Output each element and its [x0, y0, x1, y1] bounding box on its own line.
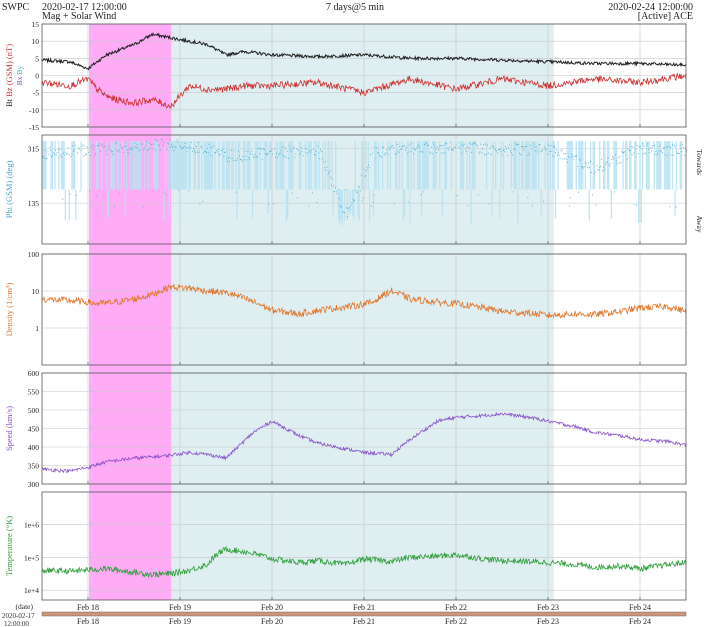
ylabel-speed: Speed (km/s) [4, 406, 14, 451]
shaded-region-2 [171, 24, 554, 600]
date-label: (date) [16, 602, 34, 611]
xtick-label-bottom-2: Feb 20 [261, 617, 283, 626]
ytick-label-density-1: 10 [32, 287, 40, 296]
shaded-region-1 [88, 24, 172, 600]
xtick-label-top-5: Feb 23 [537, 603, 559, 612]
ylabel-density: Density (1/cm³) [4, 282, 14, 336]
legend-bx: Bx [15, 75, 24, 86]
ytick-label-mag-3: 0 [35, 72, 39, 81]
ytick-label-speed-2: 400 [28, 443, 40, 452]
ytick-label-temperature-1: 1e+5 [24, 553, 39, 562]
xtick-label-bottom-5: Feb 23 [537, 617, 559, 626]
xtick-label-top-0: Feb 18 [77, 603, 99, 612]
ytick-label-mag-2: -5 [33, 89, 39, 98]
ytick-label-speed-0: 300 [28, 480, 40, 489]
ytick-label-speed-5: 550 [28, 388, 40, 397]
ylabel-temperature: Temperature (°K) [4, 516, 14, 576]
panel-temperature: 1e+4 1e+5 1e+6 Temperature (°K) [4, 491, 687, 601]
legend-mag: Bx By [15, 66, 24, 86]
xtick-label-bottom-3: Feb 21 [353, 617, 375, 626]
ytick-label-mag-1: -10 [29, 106, 39, 115]
ytick-label-mag-0: -15 [29, 123, 39, 132]
xtick-label-top-2: Feb 20 [261, 603, 283, 612]
ytick-label-phi-1: 135 [28, 199, 40, 208]
series-speed [41, 411, 687, 474]
series-temperature [41, 545, 687, 579]
ylabel-mag: Bt Bz (GSM) (nT) [4, 44, 14, 107]
header-subtitle: Mag + Solar Wind [42, 11, 117, 22]
right-label-away: Away [695, 215, 704, 232]
date-start-line-2: 12:00:00 [4, 620, 29, 627]
xtick-label-top-6: Feb 24 [629, 603, 651, 612]
header-org: SWPC [2, 2, 30, 13]
xtick-label-bottom-0: Feb 18 [77, 617, 99, 626]
ytick-label-mag-6: 15 [32, 20, 40, 29]
header-span: 7 days@5 min [325, 2, 385, 13]
ylabel-phi: Phi (GSM) (deg) [4, 161, 14, 219]
ytick-label-phi-0: 315 [28, 145, 40, 154]
right-label-towards: Towards [695, 149, 704, 175]
series-density [41, 283, 687, 319]
ytick-label-speed-3: 450 [28, 425, 40, 434]
panel-mag: -15 -10 -5 0 5 10 15 Bt Bz (GSM) (nT) Bx By [4, 20, 687, 132]
xtick-label-bottom-1: Feb 19 [169, 617, 191, 626]
date-start-line-1: 2020-02-17 [2, 612, 35, 620]
ytick-label-speed-6: 600 [28, 369, 40, 378]
panel-density: 1 10 100 Density (1/cm³) [4, 250, 687, 366]
time-range-bar [41, 611, 687, 617]
series-bt [41, 32, 687, 71]
ytick-label-mag-5: 10 [32, 37, 40, 46]
ytick-label-mag-4: 5 [35, 54, 39, 63]
ytick-label-temperature-0: 1e+4 [24, 586, 39, 595]
panel-phi: 315 135 Phi (GSM) (deg) Towards Away [4, 134, 704, 245]
xtick-label-bottom-4: Feb 22 [445, 617, 467, 626]
header-source: [Active] ACE [637, 11, 693, 22]
ytick-label-density-0: 1 [35, 324, 39, 333]
ytick-label-speed-1: 350 [28, 462, 40, 471]
xtick-label-bottom-6: Feb 24 [629, 617, 651, 626]
ytick-label-speed-4: 500 [28, 406, 40, 415]
header-start-time: 2020-02-17 12:00:00 [42, 2, 127, 13]
series-bz [41, 72, 687, 110]
xtick-label-top-1: Feb 19 [169, 603, 191, 612]
xtick-label-top-3: Feb 21 [353, 603, 375, 612]
ytick-label-density-2: 100 [28, 250, 40, 259]
legend-by: By [15, 66, 24, 75]
ytick-label-temperature-2: 1e+6 [24, 521, 39, 530]
header-end-time: 2020-02-24 12:00:00 [608, 2, 693, 13]
panel-speed: 300 350 400 450 500 550 600 Speed (km/s) [4, 369, 687, 489]
x-axis: Feb 18 Feb 18 Feb 19 Feb 19 Feb 20 Feb 20 Feb … [2, 602, 687, 627]
ylabel-bz: Bz (GSM) (nT) [4, 44, 14, 97]
ylabel-bt: Bt [4, 97, 14, 107]
xtick-label-top-4: Feb 22 [445, 603, 467, 612]
